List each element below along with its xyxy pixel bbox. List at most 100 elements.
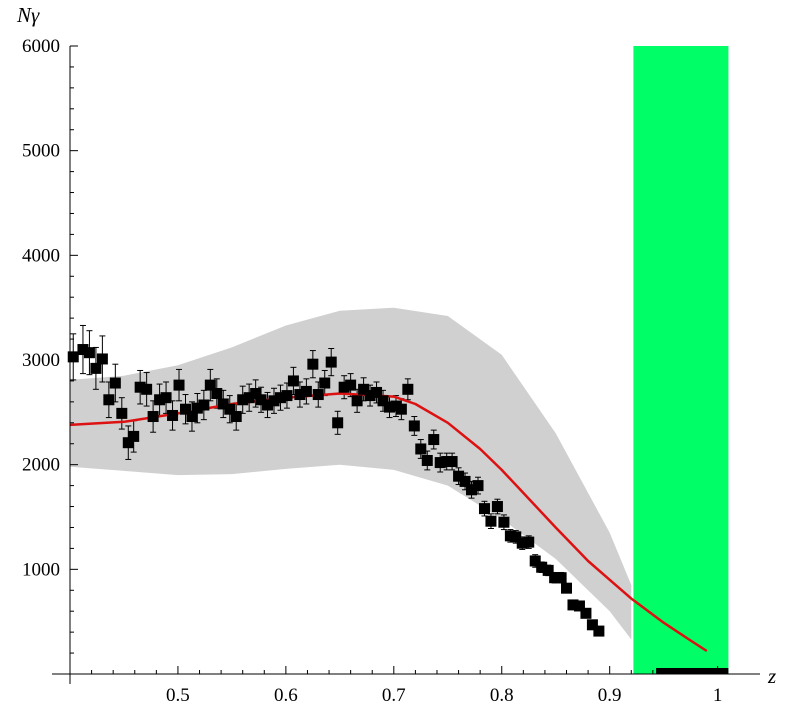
data-point	[179, 403, 191, 415]
data-point	[453, 470, 465, 482]
data-point	[274, 392, 286, 404]
data-point	[371, 386, 383, 398]
highlight-region-layer	[633, 46, 729, 674]
uncertainty-band	[70, 307, 632, 640]
data-point	[191, 402, 203, 414]
data-point	[307, 358, 319, 370]
x-tick-label: 0.5	[166, 685, 190, 706]
data-point	[466, 484, 478, 496]
data-point	[402, 383, 414, 395]
data-point	[408, 420, 420, 432]
floor-bar-layer	[656, 668, 729, 674]
data-point	[173, 379, 185, 391]
data-point	[147, 411, 159, 423]
data-point	[116, 407, 128, 419]
data-point	[128, 430, 140, 442]
data-point	[434, 457, 446, 469]
data-point	[237, 394, 249, 406]
x-tick-label: 0.8	[490, 685, 514, 706]
data-point	[211, 387, 223, 399]
data-point	[332, 417, 344, 429]
x-tick-label: 0.9	[598, 685, 622, 706]
axes-layer: Nγ z	[16, 3, 776, 688]
data-point	[472, 480, 484, 492]
y-tick-label: 4000	[22, 245, 60, 266]
data-point	[167, 409, 179, 421]
data-point	[186, 411, 198, 423]
data-point	[561, 582, 573, 594]
data-points-layer	[67, 344, 605, 637]
data-point	[345, 379, 357, 391]
data-point	[319, 377, 331, 389]
data-point	[529, 555, 541, 567]
data-point	[377, 395, 389, 407]
data-point	[510, 531, 522, 543]
y-axis-label: Nγ	[16, 3, 40, 27]
data-point	[281, 390, 293, 402]
data-point	[351, 395, 363, 407]
y-tick-label: 1000	[22, 559, 60, 580]
y-tick-label: 2000	[22, 455, 60, 476]
data-point	[294, 389, 306, 401]
data-point	[325, 356, 337, 368]
data-point	[250, 387, 262, 399]
data-point	[485, 515, 497, 527]
data-point	[103, 394, 115, 406]
data-point	[90, 362, 102, 374]
ticks-layer: 0.5 0.6 0.7 0.8 0.9 1 1000 2000 3000 4000 5000 6000	[22, 36, 722, 706]
floor-bar	[656, 668, 729, 674]
data-point	[262, 399, 274, 411]
data-point	[358, 383, 370, 395]
data-point	[536, 561, 548, 573]
data-point	[77, 344, 89, 356]
data-point	[580, 607, 592, 619]
uncertainty-band-layer	[70, 307, 632, 640]
data-point	[567, 599, 579, 611]
y-tick-label: 6000	[22, 36, 60, 57]
data-point	[549, 572, 561, 584]
data-point	[255, 394, 267, 406]
data-point	[478, 503, 490, 515]
data-point	[586, 619, 598, 631]
data-point	[573, 600, 585, 612]
y-tick-label: 3000	[22, 350, 60, 371]
data-point	[154, 394, 166, 406]
data-point	[160, 392, 172, 404]
data-point	[421, 454, 433, 466]
data-point	[243, 392, 255, 404]
data-point	[224, 403, 236, 415]
y-tick-label: 5000	[22, 141, 60, 162]
data-point	[542, 564, 554, 576]
data-point	[230, 411, 242, 423]
data-point	[122, 437, 134, 449]
data-point	[287, 375, 299, 387]
data-point	[198, 399, 210, 411]
data-point	[383, 401, 395, 413]
data-point	[67, 351, 79, 363]
data-point	[498, 516, 510, 528]
data-point	[523, 536, 535, 548]
data-point	[134, 381, 146, 393]
data-point	[415, 443, 427, 455]
data-point	[428, 434, 440, 446]
data-point	[141, 383, 153, 395]
data-point	[459, 475, 471, 487]
x-tick-label: 0.6	[274, 685, 298, 706]
data-point	[204, 379, 216, 391]
data-point	[312, 389, 324, 401]
highlight-region	[633, 46, 729, 674]
x-tick-label: 0.7	[382, 685, 406, 706]
data-point	[338, 381, 350, 393]
x-tick-label: 1	[713, 685, 723, 706]
data-point	[593, 625, 605, 637]
data-point	[300, 385, 312, 397]
data-point	[491, 501, 503, 513]
data-point	[516, 537, 528, 549]
data-point	[268, 395, 280, 407]
data-point	[83, 347, 95, 359]
data-point	[109, 377, 121, 389]
x-axis-label: z	[767, 664, 776, 688]
data-point	[555, 572, 567, 584]
data-point	[217, 398, 229, 410]
